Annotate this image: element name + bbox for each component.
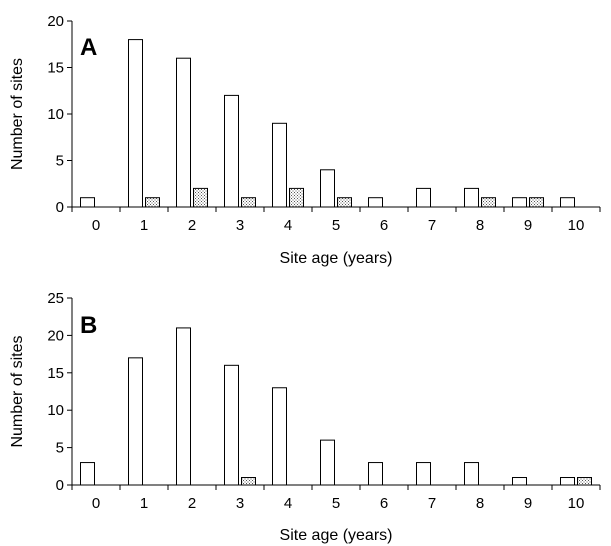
y-tick-label-0: 0 [56,477,64,494]
bar-series1-3 [224,364,239,486]
bar-series1-9 [512,197,527,208]
x-tick-label-6: 6 [380,217,388,234]
bar-series2-5 [337,197,352,208]
x-axis-title: Site age (years) [280,527,393,544]
y-tick-label-15: 15 [47,60,64,77]
bar-series2-3 [241,197,256,208]
panel-letter: A [80,34,97,61]
panel-a: 0 5 10 15 20 0 1 2 3 4 5 6 7 8 9 10 Site age (years) Numb… [9,13,601,267]
bar-series2-8 [481,197,496,208]
panel-letter: B [80,312,97,339]
bar-series1-6 [368,197,383,208]
x-tick-label-0: 0 [92,495,100,512]
y-tick-label-10: 10 [47,106,64,123]
x-tick-label-9: 9 [524,217,532,234]
bar-series2-1 [145,197,160,208]
bar-series1-8 [464,462,479,486]
bar-series1-4 [272,387,287,486]
bar-series1-0 [80,462,95,486]
bar-series1-3 [224,94,239,208]
x-tick-label-1: 1 [140,217,148,234]
x-axis-title: Site age (years) [280,250,393,267]
bar-series1-4 [272,122,287,208]
x-tick-label-2: 2 [188,495,196,512]
x-tick-label-0: 0 [92,217,100,234]
x-tick-label-10: 10 [568,217,585,234]
y-tick-label-20: 20 [47,327,64,344]
y-tick-label-25: 25 [47,290,64,307]
bar-series2-4 [289,187,304,208]
bar-series2-10 [577,477,592,486]
x-tick-label-9: 9 [524,495,532,512]
x-tick-label-7: 7 [428,495,436,512]
x-tick-label-1: 1 [140,495,148,512]
bar-series2-3 [241,477,256,486]
bar-series1-2 [176,57,191,208]
x-tick-label-4: 4 [284,217,292,234]
bar-series1-5 [320,439,335,486]
panel-b: 0 5 10 15 20 25 0 1 2 3 4 5 6 7 8 9 10 Site age (years) Nu… [9,290,601,544]
bar-series1-1 [128,39,143,208]
y-tick-label-0: 0 [56,199,64,216]
bar-series2-9 [529,197,544,208]
bar-series1-8 [464,187,479,208]
x-tick-label-4: 4 [284,495,292,512]
x-tick-label-7: 7 [428,217,436,234]
bar-series1-7 [416,187,431,208]
bar-series1-1 [128,357,143,486]
bar-series1-6 [368,462,383,486]
bar-series1-10 [560,197,575,208]
x-tick-label-2: 2 [188,217,196,234]
y-tick-label-15: 15 [47,365,64,382]
x-tick-label-5: 5 [332,217,340,234]
x-tick-label-8: 8 [476,217,484,234]
x-tick-label-8: 8 [476,495,484,512]
x-tick-label-3: 3 [236,495,244,512]
y-tick-label-5: 5 [56,153,64,170]
x-tick-label-3: 3 [236,217,244,234]
bar-series1-10 [560,477,575,486]
x-tick-label-10: 10 [568,495,585,512]
y-tick-label-20: 20 [47,13,64,30]
y-axis-title: Number of sites [9,335,26,447]
y-tick-label-10: 10 [47,402,64,419]
y-axis-title: Number of sites [9,58,26,170]
bar-series1-0 [80,197,95,208]
y-tick-label-5: 5 [56,440,64,457]
bar-series2-2 [193,187,208,208]
bar-series1-5 [320,169,335,208]
x-tick-label-5: 5 [332,495,340,512]
x-tick-label-6: 6 [380,495,388,512]
bar-series1-7 [416,462,431,486]
bar-series1-2 [176,327,191,486]
bar-series1-9 [512,477,527,486]
